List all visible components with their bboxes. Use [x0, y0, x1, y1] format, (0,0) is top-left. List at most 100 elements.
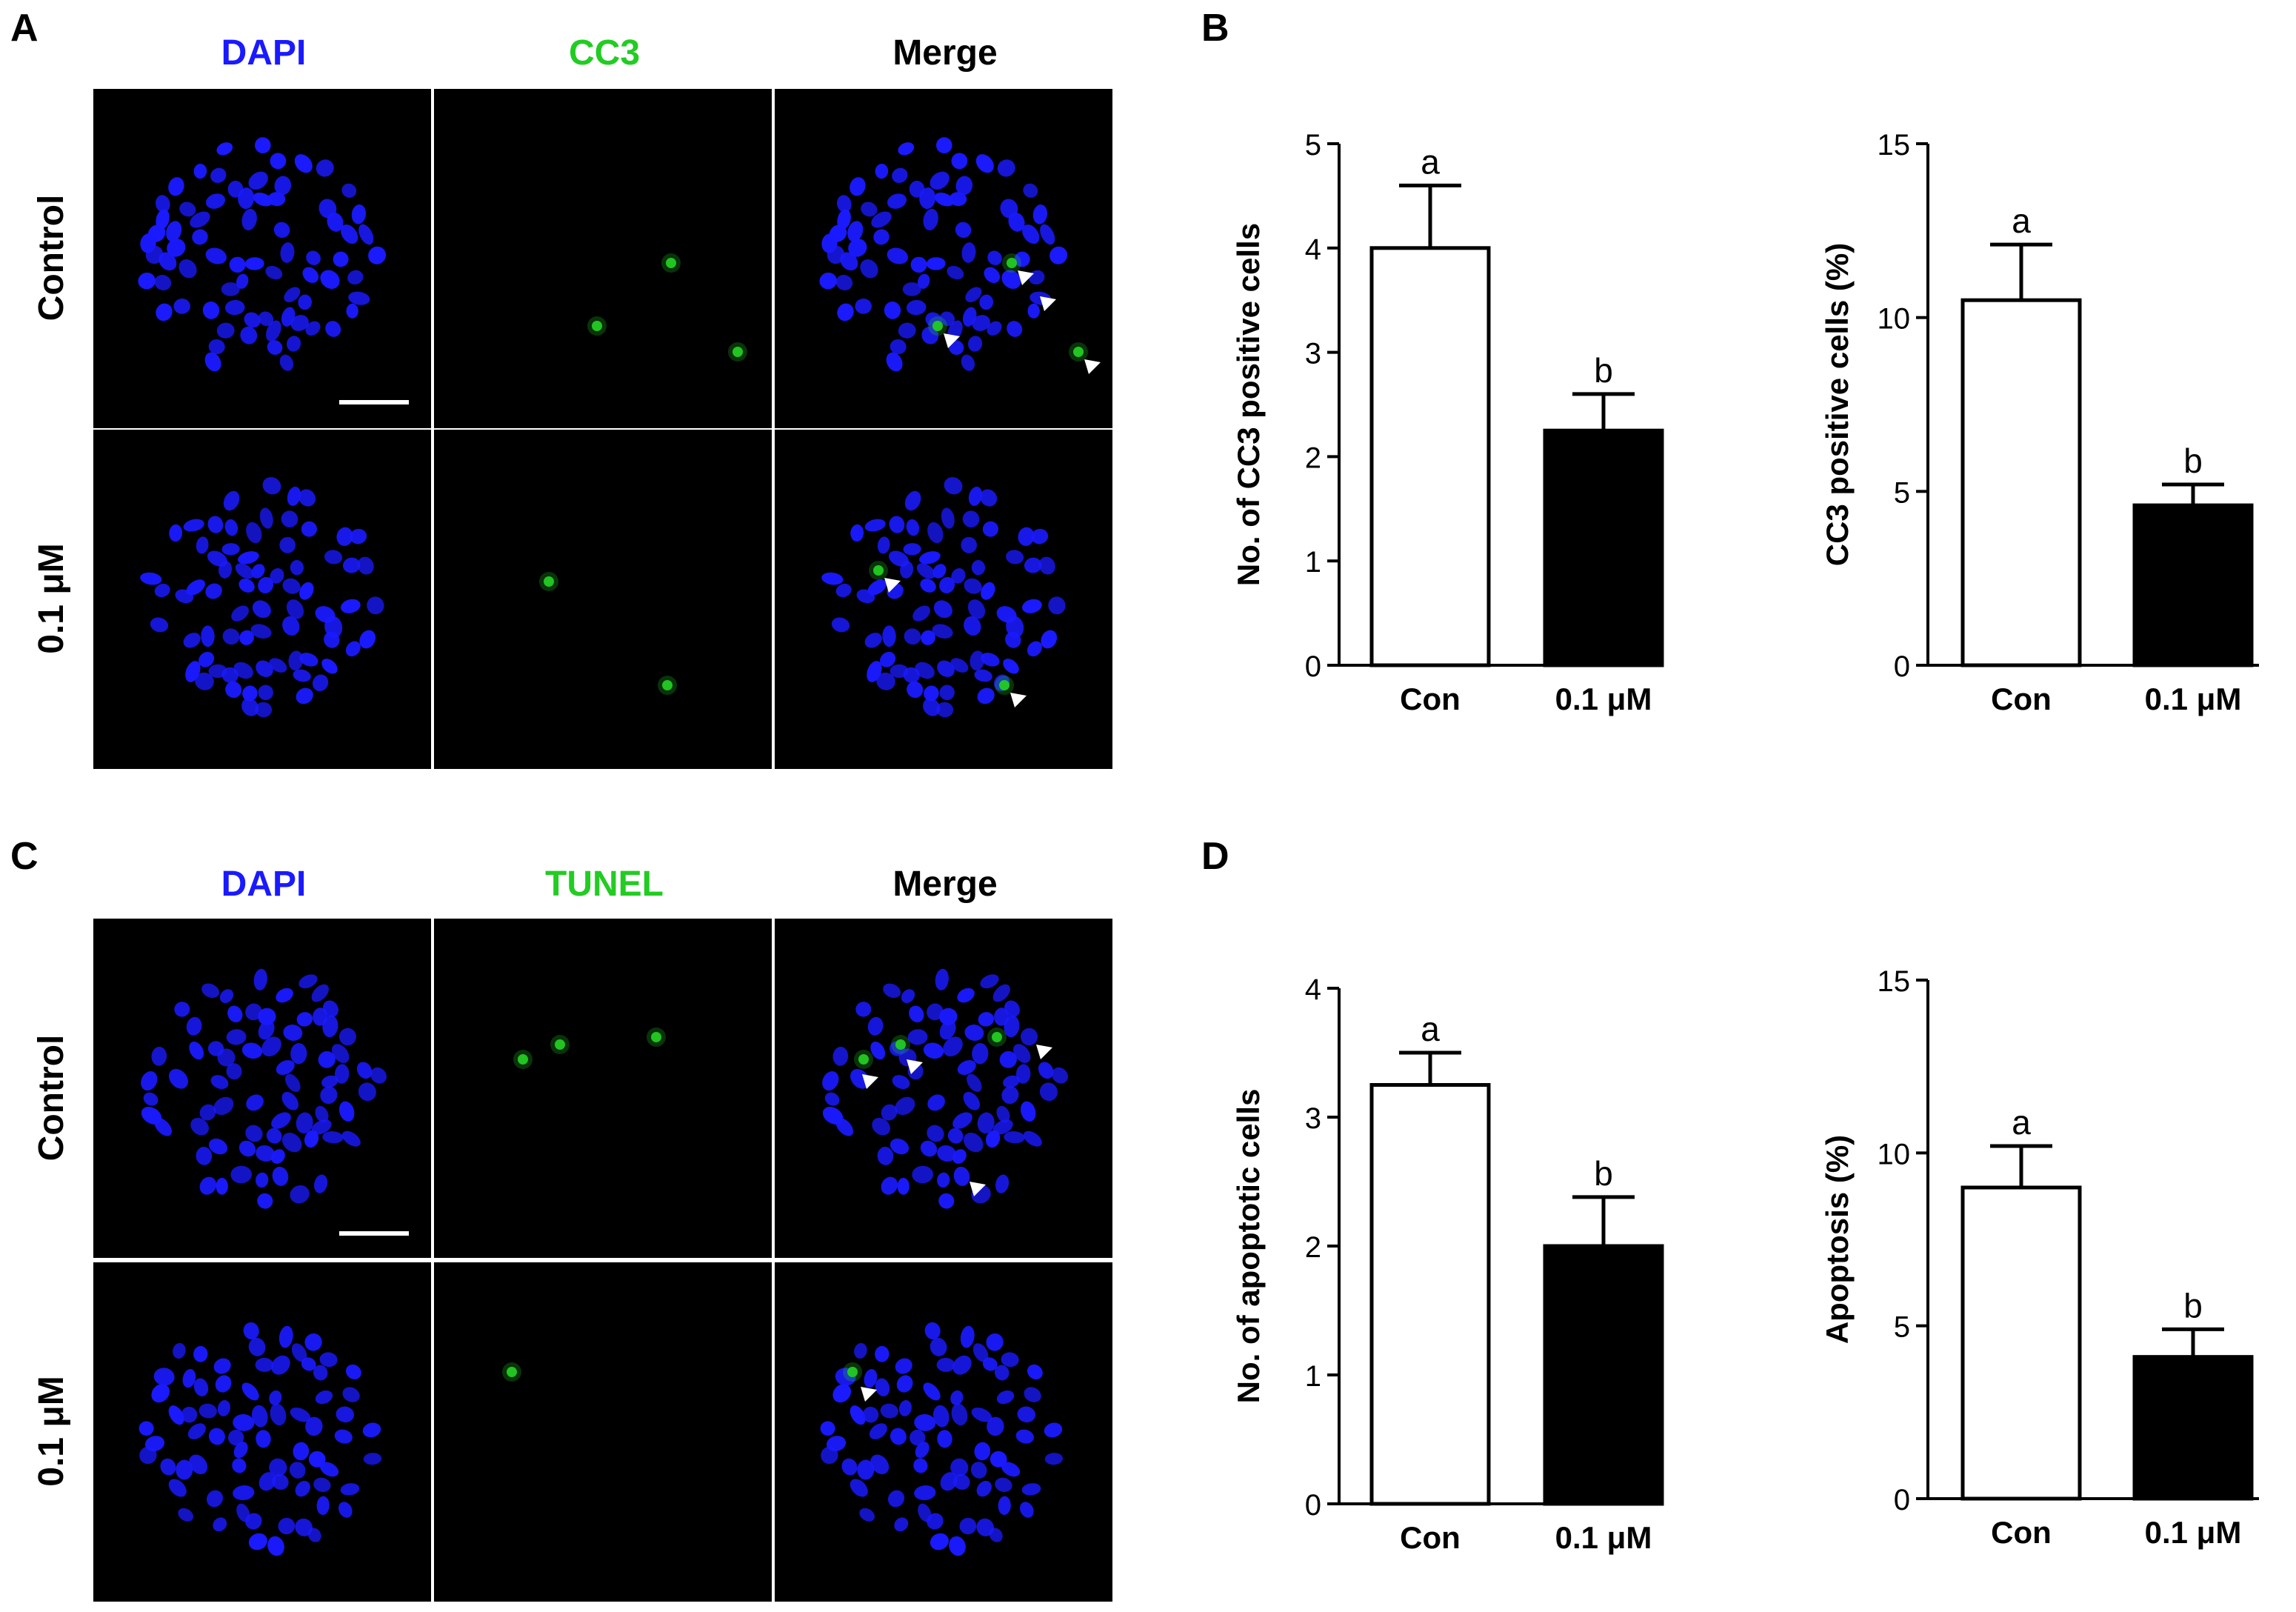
nucleus: [290, 315, 309, 331]
nucleus: [887, 1490, 905, 1508]
nucleus: [278, 1517, 296, 1535]
nucleus: [256, 1145, 276, 1162]
nucleus: [245, 1513, 262, 1530]
nucleus: [178, 1508, 194, 1522]
nucleus: [183, 633, 201, 648]
micrograph-a-control-cc3: [434, 89, 772, 428]
y-tick-label: 2: [1305, 442, 1321, 474]
nucleus: [1027, 1364, 1043, 1379]
nucleus: [938, 1193, 955, 1209]
nucleus: [889, 516, 905, 533]
nucleus: [992, 984, 1010, 1002]
nucleus: [906, 519, 920, 536]
positive-signal-halo: [1002, 253, 1021, 273]
nucleus: [880, 1403, 898, 1419]
nucleus: [216, 322, 235, 339]
positive-signal: [895, 1039, 906, 1050]
nucleus: [253, 192, 273, 207]
nucleus: [930, 1533, 949, 1551]
nucleus: [937, 1145, 957, 1162]
nucleus: [850, 177, 866, 196]
nucleus: [257, 1193, 273, 1209]
positive-signal-halo: [550, 1035, 570, 1054]
y-tick-label: 1: [1305, 1360, 1321, 1393]
nucleus: [298, 294, 313, 310]
nucleus: [238, 578, 255, 593]
nucleus: [323, 1000, 338, 1017]
nucleus: [968, 486, 983, 506]
nucleus: [282, 578, 301, 594]
nucleus: [987, 321, 1002, 336]
nucleus: [977, 687, 995, 705]
nucleus: [870, 1041, 886, 1060]
nucleus: [1012, 1044, 1031, 1063]
nucleus: [898, 322, 916, 339]
nucleus: [867, 579, 887, 596]
nucleus: [151, 1047, 167, 1066]
nucleus: [980, 974, 999, 989]
nucleus: [987, 1416, 1004, 1436]
nucleus: [150, 617, 169, 633]
nucleus: [321, 1075, 338, 1088]
nucleus: [255, 1357, 274, 1372]
arrowhead: [1084, 359, 1101, 374]
nucleus: [145, 245, 164, 264]
nucleus: [1049, 246, 1068, 264]
nucleus: [998, 1496, 1011, 1515]
nucleus: [345, 641, 361, 657]
nucleus: [334, 1429, 353, 1444]
chart-2: 0 5 10 15 CC3 positive cells (%) a Con b 0.1 μM: [1820, 129, 2259, 716]
chart-1: 0 1 2 3 4 5 No. of CC3 positive cells a Con b 0.1 …: [1231, 129, 1664, 716]
nucleus: [276, 987, 293, 1003]
positive-signal-halo: [647, 1028, 666, 1047]
nucleus: [248, 1337, 266, 1356]
nucleus: [1015, 1064, 1031, 1084]
nucleus: [324, 631, 340, 648]
nucleus: [951, 568, 966, 584]
nucleus: [822, 1106, 844, 1125]
col-header-dapi: DAPI: [221, 33, 307, 73]
nucleus: [997, 159, 1015, 177]
nucleus: [331, 1044, 350, 1063]
arrowhead: [970, 1182, 986, 1196]
nucleus: [154, 583, 170, 598]
nucleus: [835, 583, 852, 598]
positive-signal-halo: [539, 572, 558, 591]
y-tick-label: 0: [1305, 650, 1321, 683]
nucleus: [974, 669, 992, 682]
nucleus: [950, 658, 969, 673]
nucleus: [272, 1166, 289, 1186]
nucleus: [238, 551, 259, 564]
nucleus: [970, 650, 985, 671]
nucleus: [861, 202, 878, 217]
nucleus: [903, 543, 921, 556]
nucleus: [276, 1060, 295, 1075]
nucleus: [320, 270, 340, 289]
nucleus: [904, 490, 921, 511]
nucleus: [193, 1345, 208, 1362]
nucleus: [923, 1382, 941, 1401]
nucleus: [1020, 1028, 1038, 1046]
nucleus: [219, 989, 234, 1003]
x-category-label: 0.1 μM: [2145, 682, 2242, 716]
nucleus: [189, 1041, 204, 1060]
nucleus: [342, 557, 361, 573]
nucleus: [826, 1436, 847, 1452]
nucleus: [919, 551, 941, 564]
nucleus: [316, 1496, 330, 1515]
nucleus: [269, 658, 287, 673]
nucleus: [327, 212, 344, 232]
nucleus: [957, 987, 975, 1003]
nucleus: [947, 1128, 964, 1144]
arrowhead: [1036, 1045, 1052, 1059]
y-axis-label: Apoptosis (%): [1820, 1135, 1855, 1344]
nucleus: [169, 524, 183, 542]
nucleus: [178, 259, 197, 279]
nucleus: [239, 630, 254, 645]
nucleus: [293, 1442, 310, 1461]
nucleus: [937, 660, 955, 677]
bar-treated: [2132, 1355, 2254, 1501]
nucleus: [334, 1064, 350, 1084]
nucleus: [232, 1458, 247, 1473]
nucleus: [887, 247, 908, 264]
